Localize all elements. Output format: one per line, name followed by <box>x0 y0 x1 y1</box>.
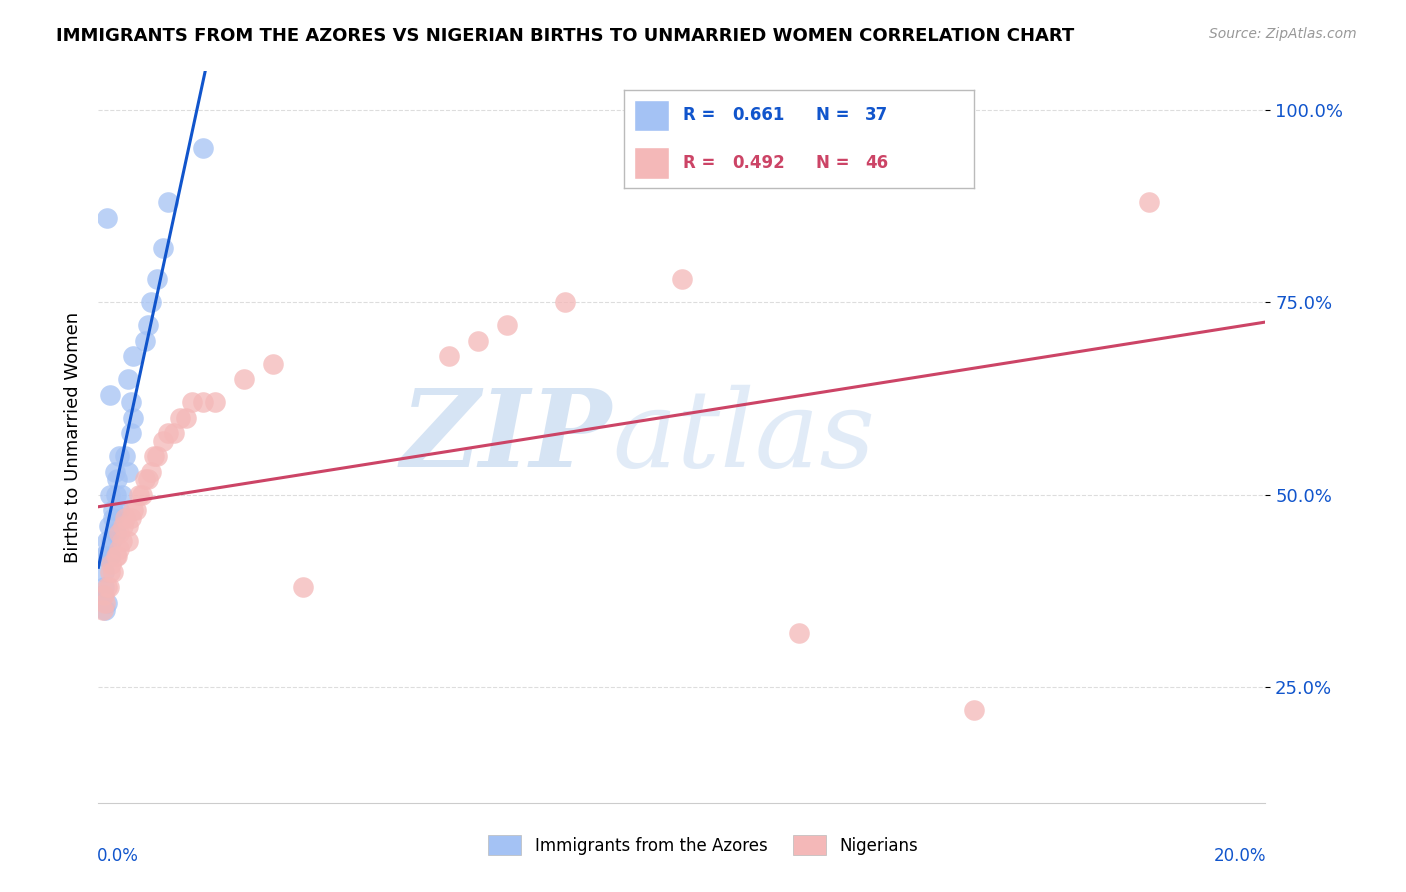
Point <box>136 318 159 333</box>
Point <box>94 603 117 617</box>
Point <box>152 242 174 256</box>
Point <box>174 410 197 425</box>
Point <box>554 295 576 310</box>
Point <box>136 472 159 486</box>
Point <box>96 580 118 594</box>
Point <box>108 503 131 517</box>
Point <box>93 588 115 602</box>
Point <box>193 395 215 409</box>
Point <box>94 596 117 610</box>
Point <box>105 549 128 564</box>
Point <box>111 488 134 502</box>
Point <box>787 626 810 640</box>
Point <box>104 526 127 541</box>
Point <box>100 557 122 571</box>
Point <box>169 410 191 425</box>
Text: ZIP: ZIP <box>401 384 612 490</box>
Point <box>94 549 117 564</box>
Point <box>142 450 165 464</box>
Point <box>114 511 136 525</box>
Point <box>96 534 118 549</box>
Point <box>139 465 162 479</box>
Point <box>93 565 115 579</box>
Point <box>962 703 984 717</box>
Point <box>108 450 131 464</box>
Text: IMMIGRANTS FROM THE AZORES VS NIGERIAN BIRTHS TO UNMARRIED WOMEN CORRELATION CHA: IMMIGRANTS FROM THE AZORES VS NIGERIAN B… <box>56 27 1074 45</box>
Point <box>104 465 127 479</box>
Point <box>114 450 136 464</box>
Point <box>105 472 128 486</box>
Point <box>117 534 139 549</box>
Point <box>100 534 122 549</box>
Point <box>98 565 121 579</box>
Point <box>122 410 145 425</box>
Point <box>193 141 215 155</box>
Point <box>180 395 202 409</box>
Point <box>496 318 519 333</box>
Point <box>120 395 142 409</box>
Text: Source: ZipAtlas.com: Source: ZipAtlas.com <box>1209 27 1357 41</box>
Point <box>98 488 121 502</box>
Point <box>96 596 118 610</box>
Point <box>139 295 162 310</box>
Point <box>120 426 142 441</box>
Point <box>101 503 124 517</box>
Point <box>204 395 226 409</box>
Point <box>108 541 131 556</box>
Point <box>146 450 169 464</box>
Point <box>93 580 115 594</box>
Point <box>120 511 142 525</box>
Point <box>97 580 120 594</box>
Text: 0.0%: 0.0% <box>97 847 139 864</box>
Point <box>157 426 180 441</box>
Point <box>671 272 693 286</box>
Point <box>91 588 114 602</box>
Point <box>134 334 156 348</box>
Point <box>117 465 139 479</box>
Point <box>146 272 169 286</box>
Point <box>96 211 118 225</box>
Point <box>98 388 121 402</box>
Point <box>467 334 489 348</box>
Text: 20.0%: 20.0% <box>1213 847 1267 864</box>
Point <box>111 518 134 533</box>
Point <box>152 434 174 448</box>
Point <box>108 526 131 541</box>
Point <box>125 503 148 517</box>
Text: atlas: atlas <box>612 384 875 490</box>
Point <box>101 511 124 525</box>
Point <box>157 195 180 210</box>
Point <box>91 549 114 564</box>
Point <box>122 349 145 363</box>
Point <box>128 488 150 502</box>
Point <box>97 518 120 533</box>
Point <box>117 372 139 386</box>
Point <box>437 349 460 363</box>
Point <box>233 372 256 386</box>
Point <box>163 426 186 441</box>
Point <box>111 534 134 549</box>
Point <box>104 488 127 502</box>
Point <box>131 488 153 502</box>
Point <box>117 518 139 533</box>
Point <box>262 357 284 371</box>
Point <box>122 503 145 517</box>
Point <box>101 565 124 579</box>
Point <box>104 549 127 564</box>
Point <box>291 580 314 594</box>
Point <box>134 472 156 486</box>
Point <box>91 603 114 617</box>
Point <box>1137 195 1160 210</box>
Y-axis label: Births to Unmarried Women: Births to Unmarried Women <box>63 311 82 563</box>
Legend: Immigrants from the Azores, Nigerians: Immigrants from the Azores, Nigerians <box>481 829 925 862</box>
Point <box>98 549 121 564</box>
